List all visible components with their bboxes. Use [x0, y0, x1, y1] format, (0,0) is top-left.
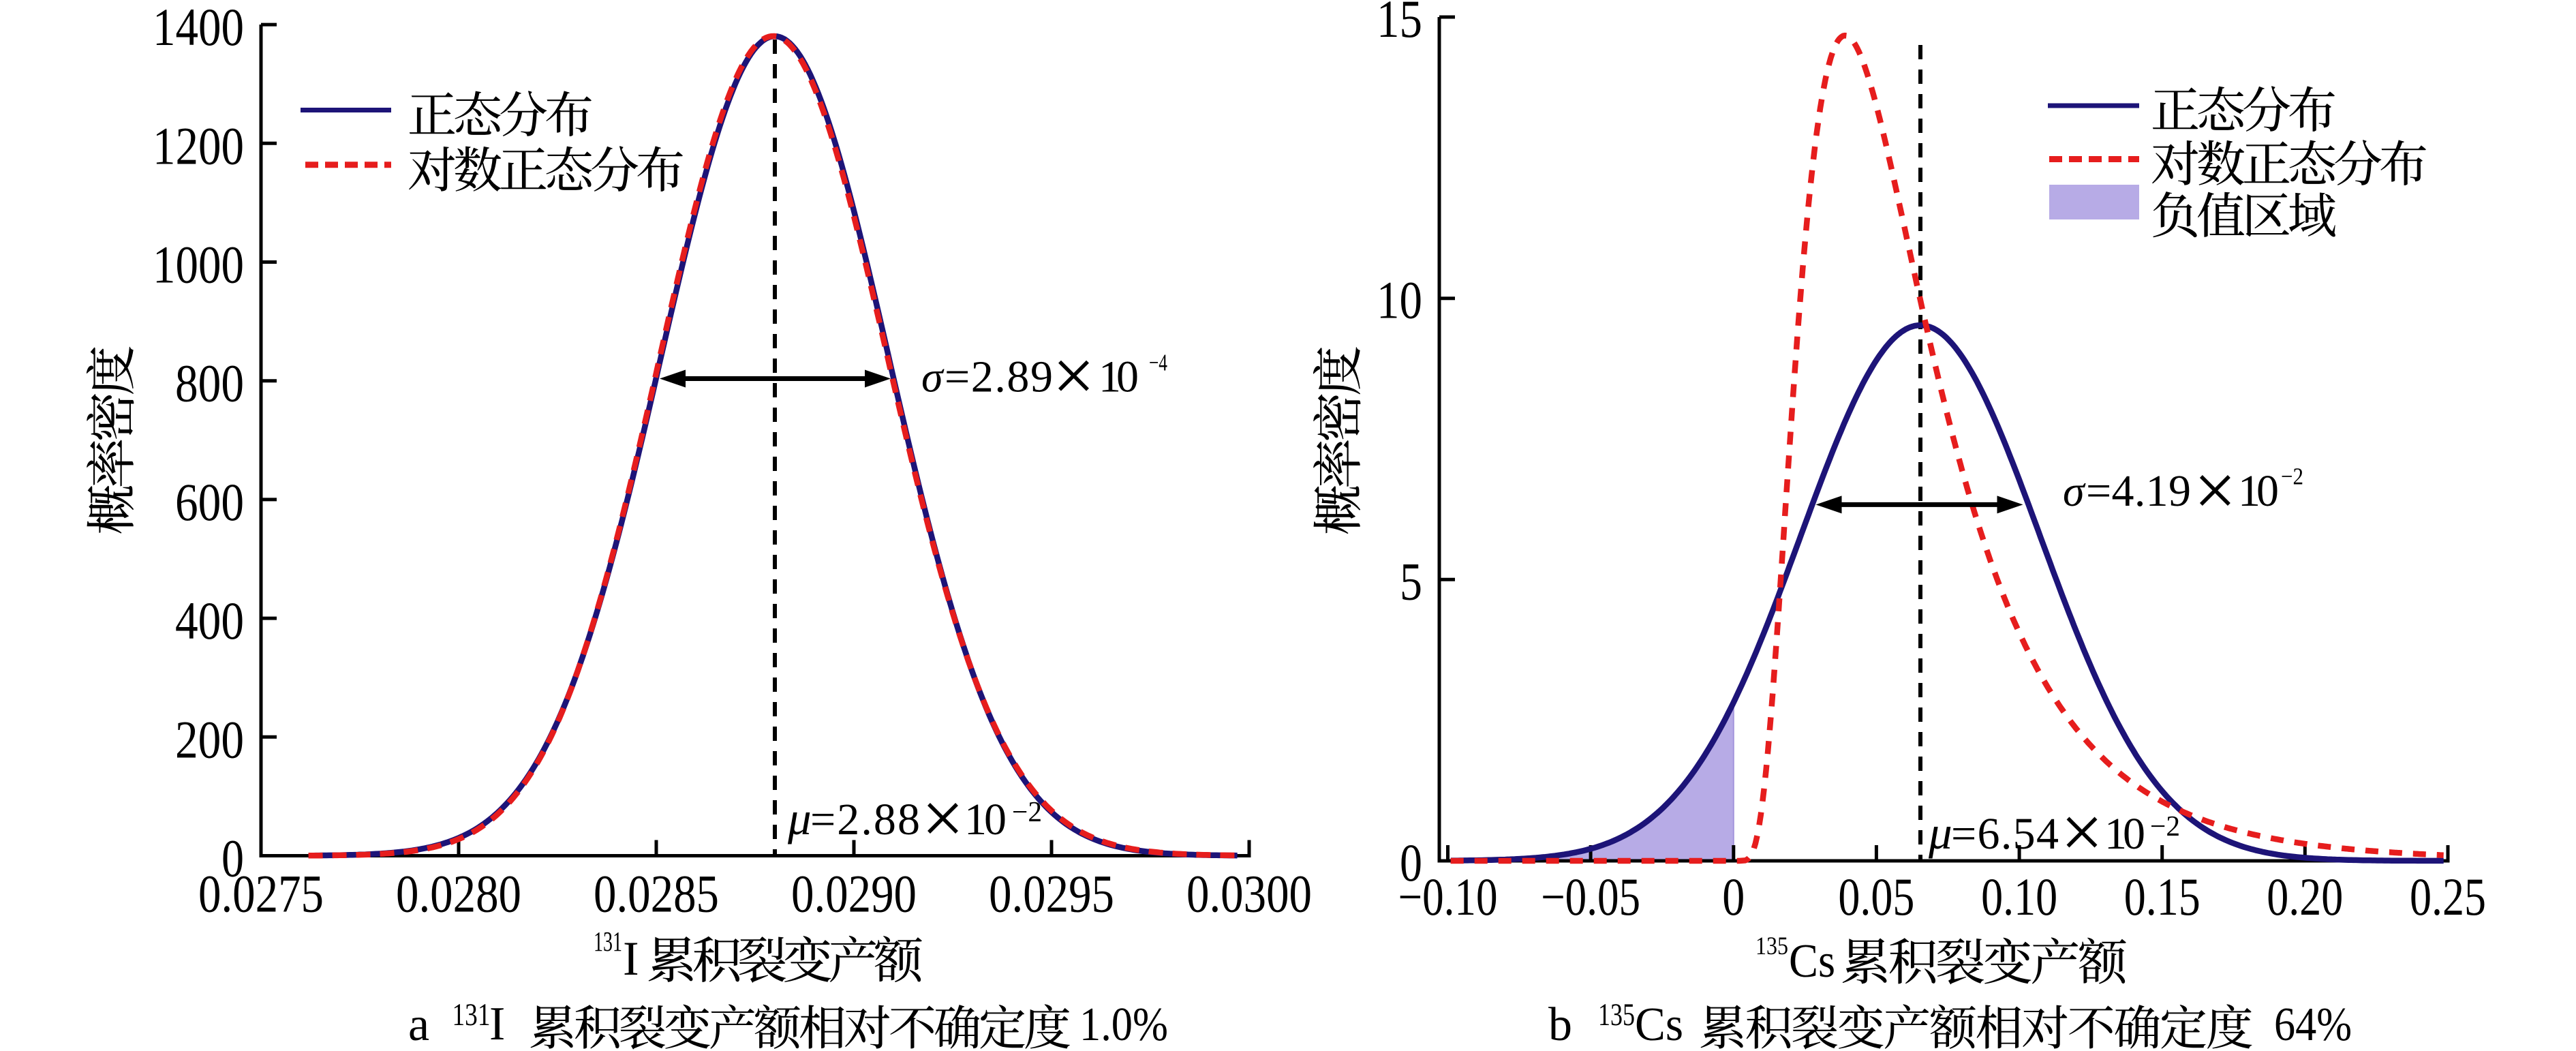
svg-text:10: 10 — [2104, 809, 2145, 859]
svg-text:0.15: 0.15 — [2124, 867, 2201, 926]
svg-text:135: 135 — [1598, 997, 1635, 1033]
svg-text:−4: −4 — [1149, 350, 1167, 376]
svg-text:64%: 64% — [2274, 999, 2352, 1051]
svg-text:0.20: 0.20 — [2267, 867, 2343, 926]
svg-text:=2.88: =2.88 — [810, 795, 920, 844]
svg-text:10: 10 — [1099, 352, 1139, 402]
svg-text:0.0280: 0.0280 — [396, 864, 521, 924]
svg-text:Cs: Cs — [1635, 999, 1683, 1051]
svg-text:−0.05: −0.05 — [1541, 867, 1640, 926]
svg-text:131: 131 — [453, 997, 491, 1033]
svg-text:=6.54: =6.54 — [1951, 809, 2059, 859]
svg-text:800: 800 — [175, 354, 244, 413]
svg-text:I: I — [489, 998, 505, 1050]
svg-text:10: 10 — [2238, 466, 2279, 516]
svg-text:0: 0 — [1722, 867, 1745, 926]
svg-text:−2: −2 — [2150, 811, 2180, 842]
svg-text:0.0300: 0.0300 — [1186, 864, 1312, 924]
svg-text:1400: 1400 — [153, 0, 244, 57]
svg-text:0.05: 0.05 — [1838, 867, 1914, 926]
svg-text:1.0%: 1.0% — [1079, 999, 1168, 1051]
svg-text:0: 0 — [221, 829, 244, 888]
svg-text:1000: 1000 — [153, 235, 244, 294]
svg-text:600: 600 — [175, 472, 244, 532]
svg-text:5: 5 — [1400, 551, 1422, 611]
svg-text:0.0290: 0.0290 — [791, 864, 917, 924]
svg-text:σ: σ — [921, 353, 945, 401]
svg-text:σ: σ — [2063, 467, 2086, 515]
svg-text:1200: 1200 — [153, 116, 244, 175]
svg-text:400: 400 — [175, 591, 244, 650]
svg-text:I: I — [623, 932, 639, 986]
svg-text:0.0275: 0.0275 — [198, 864, 324, 924]
svg-text:131: 131 — [594, 926, 622, 957]
svg-text:=4.19: =4.19 — [2086, 466, 2191, 516]
svg-text:0.10: 0.10 — [1981, 867, 2057, 926]
svg-text:=2.89: =2.89 — [945, 352, 1053, 402]
svg-text:b: b — [1548, 999, 1572, 1051]
svg-text:a: a — [408, 999, 429, 1051]
svg-text:10: 10 — [964, 795, 1007, 844]
svg-text:15: 15 — [1377, 0, 1422, 48]
svg-text:0.0285: 0.0285 — [594, 864, 719, 924]
svg-text:0: 0 — [1400, 833, 1422, 892]
svg-text:−2: −2 — [2281, 463, 2303, 490]
svg-text:10: 10 — [1377, 271, 1422, 330]
svg-text:−0.10: −0.10 — [1398, 867, 1498, 926]
svg-text:Cs: Cs — [1789, 935, 1835, 988]
svg-text:−2: −2 — [1012, 797, 1042, 828]
svg-text:200: 200 — [175, 710, 244, 769]
svg-text:μ: μ — [787, 793, 812, 844]
svg-text:μ: μ — [1928, 807, 1952, 859]
svg-text:0.25: 0.25 — [2410, 867, 2486, 926]
svg-text:0.0295: 0.0295 — [989, 864, 1114, 924]
svg-text:135: 135 — [1755, 932, 1788, 960]
